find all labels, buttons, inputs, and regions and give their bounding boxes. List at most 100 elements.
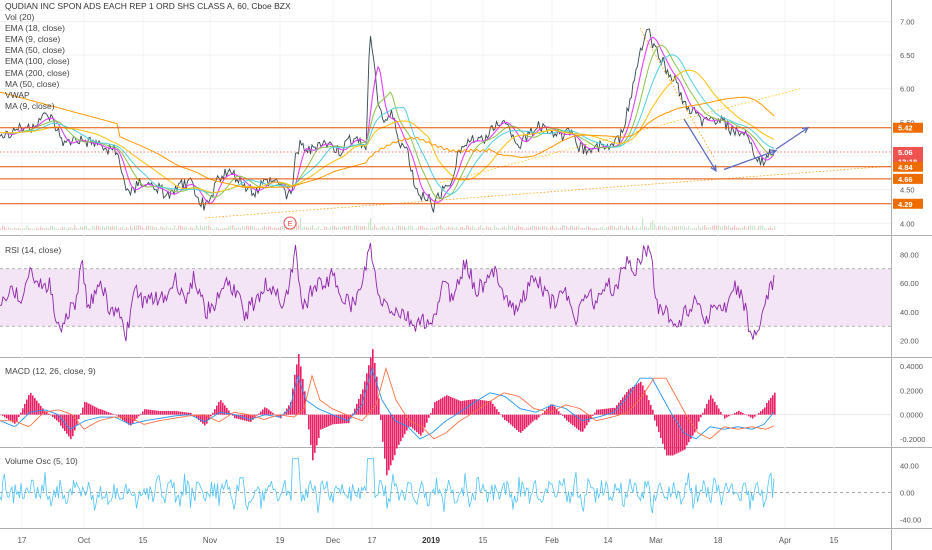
macd-histogram-bar <box>36 400 38 415</box>
legend-item[interactable]: EMA (18, close) <box>5 23 65 34</box>
legend-item[interactable]: EMA (200, close) <box>5 67 70 78</box>
macd-histogram-bar <box>726 414 728 418</box>
volume-bar <box>298 224 300 230</box>
macd-histogram-bar <box>606 408 608 415</box>
macd-histogram-bar <box>16 414 18 422</box>
macd-histogram-bar <box>178 411 180 415</box>
macd-histogram-bar <box>206 414 208 424</box>
legend-item[interactable]: EMA (9, close) <box>5 34 61 45</box>
volume-bar <box>404 226 406 230</box>
volume-bar <box>680 225 682 230</box>
macd-histogram-bar <box>706 404 708 415</box>
volume-bar <box>168 228 170 230</box>
volume-bar <box>248 226 250 230</box>
macd-title[interactable]: MACD (12, 26, close, 9) <box>5 366 96 376</box>
volume-bar <box>480 225 482 230</box>
macd-histogram-bar <box>298 354 300 415</box>
legend-item[interactable]: MA (50, close) <box>5 78 60 89</box>
volume-bar <box>734 225 736 230</box>
volume-bar <box>140 225 142 230</box>
macd-histogram-bar <box>768 400 770 415</box>
macd-histogram-bar <box>400 414 402 442</box>
volume-bar <box>750 225 752 230</box>
legend-item[interactable]: EMA (100, close) <box>5 56 70 67</box>
time-tick-label: 15 <box>479 536 488 545</box>
macd-histogram-bar <box>224 405 226 415</box>
volume-osc-title[interactable]: Volume Osc (5, 10) <box>5 456 78 466</box>
earnings-marker[interactable]: E <box>283 216 297 230</box>
volume-bar <box>182 226 184 230</box>
volume-bar <box>466 225 468 230</box>
macd-histogram-bar <box>136 414 138 419</box>
volume-bar <box>458 228 460 230</box>
macd-histogram-bar <box>432 408 434 415</box>
volume-bar <box>566 226 568 230</box>
legend-item[interactable]: Vol (20) <box>5 12 35 23</box>
macd-histogram-bar <box>50 414 52 416</box>
time-tick-label: 2019 <box>422 536 440 545</box>
macd-histogram-bar <box>422 414 424 433</box>
macd-histogram-bar <box>34 398 36 415</box>
price-tick-label: 4.00 <box>900 219 915 228</box>
volume-bar <box>558 228 560 230</box>
volume-bar <box>146 226 148 230</box>
volume-bar <box>630 228 632 230</box>
volume-bar <box>230 225 232 230</box>
volume-bar <box>142 227 144 230</box>
volume-bar <box>562 225 564 230</box>
time-tick-label: Dec <box>326 536 340 545</box>
volume-bar <box>48 228 50 230</box>
volume-bar <box>344 226 346 230</box>
rsi-title[interactable]: RSI (14, close) <box>5 245 62 255</box>
macd-histogram-bar <box>470 399 472 415</box>
legend-item[interactable]: EMA (50, close) <box>5 45 65 56</box>
macd-histogram-bar <box>430 413 432 415</box>
macd-histogram-bar <box>220 400 222 415</box>
volume-bar <box>332 225 334 230</box>
volume-bar <box>670 228 672 230</box>
macd-histogram-bar <box>190 412 192 415</box>
time-tick-label: 19 <box>276 536 285 545</box>
volume-bar <box>314 228 316 230</box>
volume-bar <box>544 226 546 230</box>
macd-histogram-bar <box>256 414 258 416</box>
horizontal-levels[interactable] <box>0 127 891 205</box>
macd-histogram-bar <box>666 414 668 456</box>
macd-histogram-bar <box>686 414 688 446</box>
macd-histogram-bar <box>502 414 504 418</box>
volume-bar <box>122 226 124 230</box>
volume-bar <box>420 225 422 230</box>
macd-histogram-bar <box>324 414 326 428</box>
legend-item[interactable]: MA (9, close) <box>5 100 55 111</box>
volume-bar <box>338 226 340 230</box>
volume-bar <box>432 227 434 230</box>
volume-bar <box>196 225 198 230</box>
macd-histogram-bar <box>632 386 634 415</box>
volume-bar <box>594 227 596 230</box>
macd-histogram-bar <box>638 383 640 415</box>
legend-item[interactable]: VWAP <box>5 89 30 100</box>
macd-histogram-bar <box>260 411 262 415</box>
macd-histogram-bar <box>238 414 240 420</box>
volume-bar <box>384 226 386 230</box>
volume-bar <box>358 225 360 230</box>
volume-bar <box>362 226 364 230</box>
trend-arrows[interactable] <box>683 118 810 173</box>
volume-bar <box>280 226 282 230</box>
volume-bar <box>364 225 366 230</box>
macd-histogram-bar <box>128 414 130 425</box>
rsi-band <box>0 268 891 327</box>
macd-histogram-bar <box>46 411 48 415</box>
macd-histogram-bar <box>758 412 760 415</box>
macd-histogram-bar <box>338 414 340 424</box>
price-legend: QUDIAN INC SPON ADS EACH REP 1 ORD SHS C… <box>5 1 291 112</box>
macd-histogram-bar <box>396 414 398 449</box>
macd-histogram-bar <box>380 414 382 421</box>
volume-bar <box>556 226 558 230</box>
macd-histogram-bar <box>376 376 378 415</box>
volume-bar <box>202 227 204 230</box>
volume-bar <box>46 227 48 230</box>
volume-bar <box>112 225 114 230</box>
volume-bar <box>682 226 684 230</box>
